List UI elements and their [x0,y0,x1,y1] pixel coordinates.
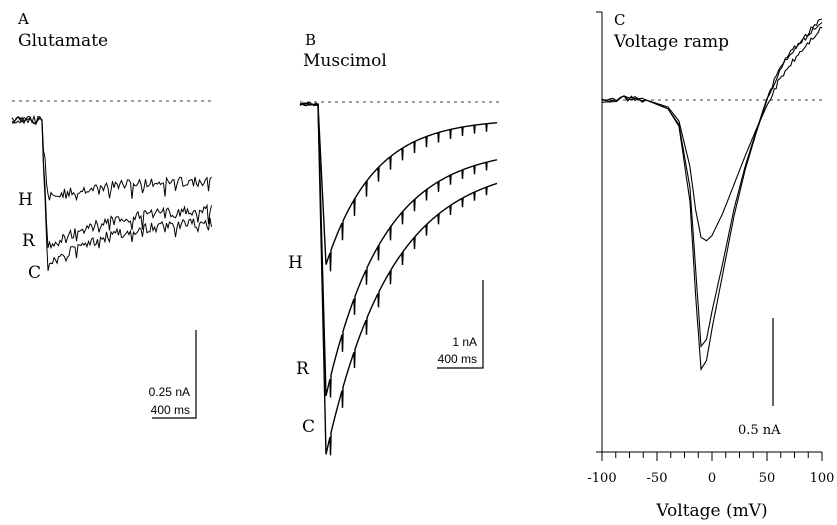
panel-b-label-c: C [302,417,315,437]
panel-c-trace-1 [601,26,823,242]
panel-c-title: Voltage ramp [613,32,729,52]
panel-a-scale-bar [152,330,197,419]
panel-a-letter: A [17,10,29,28]
panel-a-scale-time: 400 ms [151,403,190,417]
panel-b-label-h: H [288,253,303,273]
panel-b-trace-c [299,102,498,456]
panel-a-label-r: R [22,231,36,251]
panel-c-traces [601,18,823,372]
panel-c-x-tick-label: -100 [587,471,616,486]
panel-a-label-c: C [28,263,41,283]
panel-a-scale-amp: 0.25 nA [149,385,190,399]
panel-c: C Voltage ramp -100 -50 0 50 100 0.5 nA Volt… [587,11,834,521]
panel-a-trace-r [11,116,212,250]
panel-a: A Glutamate H R C 0.25 nA 400 ms [11,10,212,419]
panel-a-title: Glutamate [18,31,108,51]
panel-c-scale-amp: 0.5 nA [738,423,781,438]
panel-c-trace-2 [601,18,823,348]
panel-b-letter: B [305,31,316,49]
panel-b-trace-r [299,102,498,398]
panel-b-scale-time: 400 ms [438,352,477,366]
panel-c-x-tick-label: -50 [647,471,668,486]
panel-c-letter: C [614,11,625,29]
panel-a-trace-h [11,116,212,202]
panel-b-label-r: R [296,359,310,379]
panel-b-scale-amp: 1 nA [452,335,477,349]
panel-b-scale-bar [437,280,484,369]
panel-c-trace-3 [601,22,823,372]
panel-b-title: Muscimol [303,51,387,71]
panel-a-label-h: H [18,190,33,210]
panel-c-x-label: Voltage (mV) [655,501,767,521]
panel-a-traces [11,114,212,272]
panel-c-x-tick-label: 0 [708,471,716,486]
panel-a-trace-c [11,114,212,272]
panel-c-x-tick-label: 100 [810,471,835,486]
panel-c-x-ticks: -100 -50 0 50 100 [587,452,834,486]
panel-b-trace-h [299,101,498,272]
panel-b-traces [299,101,498,456]
panel-c-x-tick-label: 50 [759,471,776,486]
panel-b: B Muscimol H R C 1 nA 400 ms [288,31,500,456]
